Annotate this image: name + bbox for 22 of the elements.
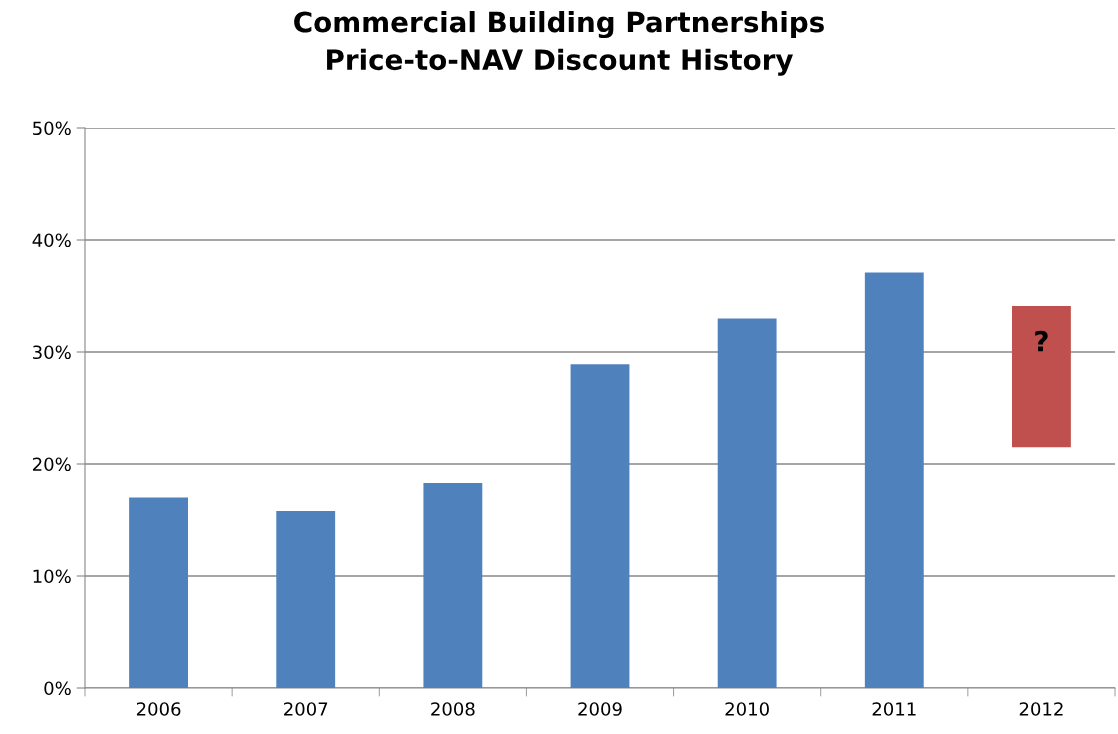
annotation: ?: [1035, 330, 1048, 352]
bar: [423, 483, 483, 688]
x-tick-label: 2012: [1019, 702, 1063, 716]
x-tick-label: 2009: [578, 702, 622, 716]
y-tick-label: 20%: [33, 457, 71, 472]
chart-title: Commercial Building Partnerships Price-to-NAV Discount History: [294, 11, 824, 76]
y-tick-label: 0%: [44, 681, 71, 696]
bar: [570, 364, 630, 688]
bar: [129, 497, 188, 688]
x-tick-label: 2007: [284, 702, 328, 716]
bar: [1012, 306, 1071, 448]
x-tick-label: 2006: [136, 702, 181, 716]
y-tick-label: 10%: [33, 569, 71, 584]
bar: [276, 511, 336, 688]
y-tick-label: 50%: [33, 121, 71, 136]
x-tick-label: 2008: [431, 702, 475, 716]
y-tick-label: 30%: [33, 345, 71, 360]
bar: [717, 318, 777, 688]
x-tick-label: 2010: [725, 702, 769, 716]
bar: [864, 272, 924, 688]
y-tick-label: 40%: [32, 233, 71, 248]
x-tick-label: 2011: [872, 702, 916, 716]
